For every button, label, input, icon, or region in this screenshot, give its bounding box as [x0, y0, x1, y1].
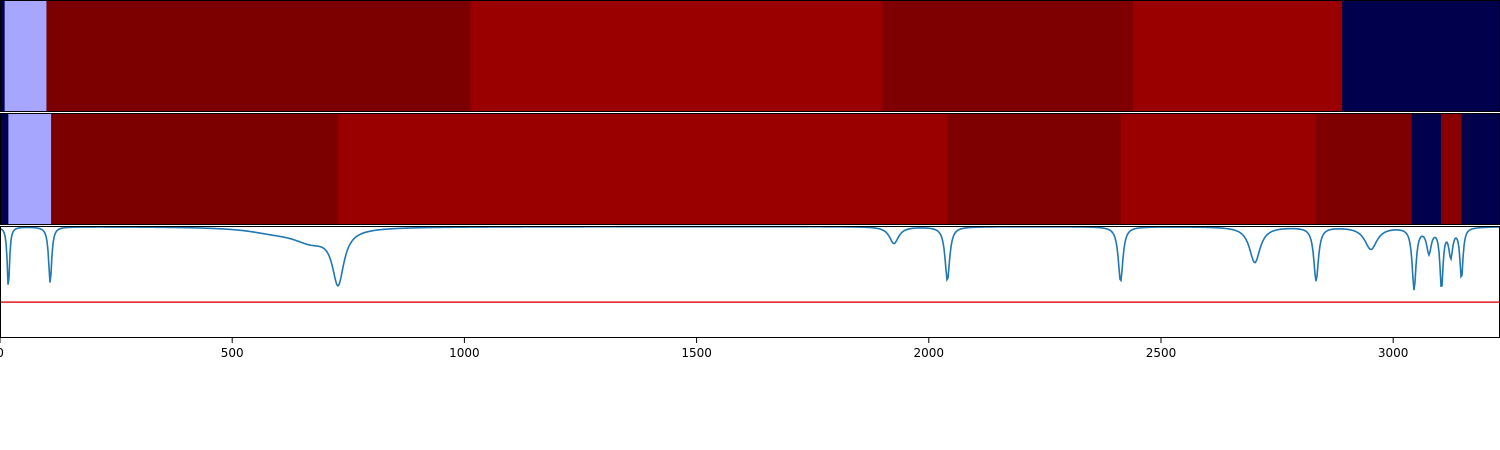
x-tick-label-6: 3000: [1378, 346, 1409, 360]
x-tick-label-0: 0: [0, 346, 4, 360]
heatmap-segment-1-1: [8, 113, 52, 225]
x-tick-label-3: 1500: [681, 346, 712, 360]
x-tick-label-2: 1000: [449, 346, 480, 360]
heatmap-segment-1-0: [0, 113, 9, 225]
heatmap-track-top: [0, 0, 1500, 112]
heatmap-segment-0-6: [1342, 0, 1500, 112]
heatmap-segment-0-1: [4, 0, 47, 112]
heatmap-segment-1-5: [1120, 113, 1317, 225]
heatmap-segment-1-2: [51, 113, 339, 225]
heatmap-segment-0-4: [882, 0, 1134, 112]
heatmap-segment-1-7: [1411, 113, 1442, 225]
heatmap-segment-0-5: [1133, 0, 1343, 112]
x-tick-label-5: 2500: [1146, 346, 1177, 360]
heatmap-segment-1-4: [947, 113, 1122, 225]
heatmap-segment-0-3: [470, 0, 883, 112]
heatmap-segment-0-0: [0, 0, 6, 112]
heatmap-track-bottom: [0, 113, 1500, 225]
heatmap-segment-1-3: [338, 113, 948, 225]
heatmap-segment-0-2: [46, 0, 471, 112]
x-tick-label-1: 500: [221, 346, 244, 360]
heatmap-segment-1-8: [1441, 113, 1462, 225]
x-tick-label-4: 2000: [914, 346, 945, 360]
line-panel-background: [0, 226, 1500, 338]
x-axis: 0 500 1000 1500 2000 2500 3000: [0, 338, 1408, 360]
heatmap-segment-1-6: [1316, 113, 1413, 225]
heatmap-segment-1-9: [1461, 113, 1500, 225]
line-panel: [0, 225, 1500, 338]
